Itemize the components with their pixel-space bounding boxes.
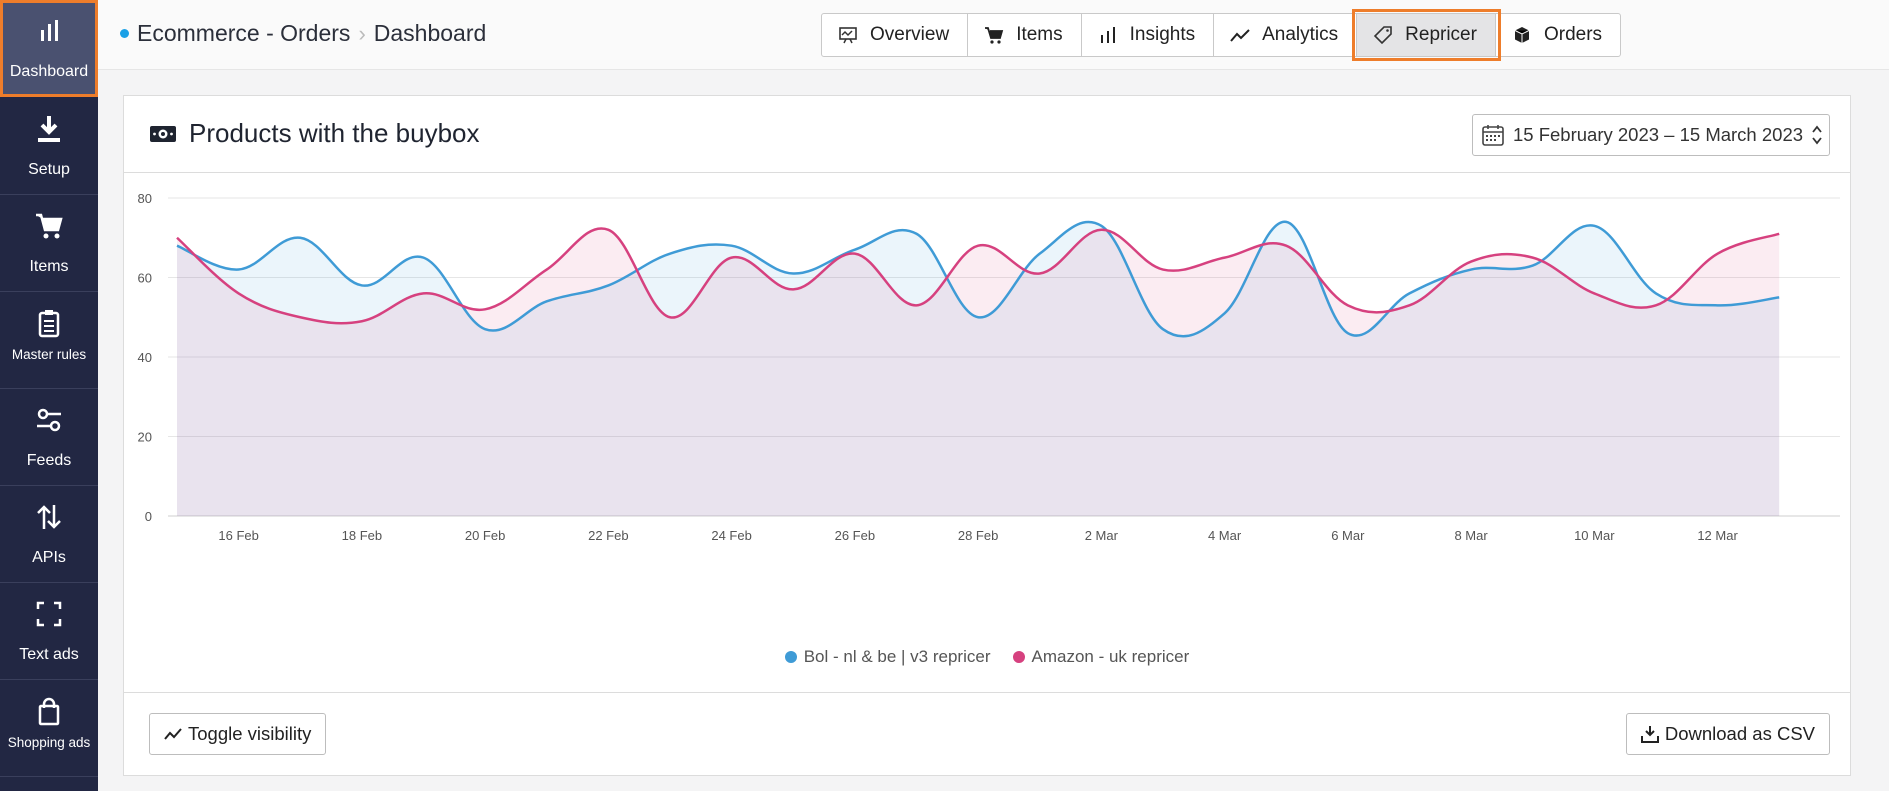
money-icon xyxy=(150,125,176,142)
sidebar-item-label: Dashboard xyxy=(9,63,89,80)
download-csv-button[interactable]: Download as CSV xyxy=(1625,713,1830,755)
card-title-text: Products with the buybox xyxy=(189,118,480,148)
sidebar-item-setup[interactable]: Setup xyxy=(0,98,98,195)
tab-label: Overview xyxy=(870,24,950,45)
tab-overview[interactable]: Overview xyxy=(822,14,969,56)
button-label: Toggle visibility xyxy=(188,723,312,744)
breadcrumb-page: Dashboard xyxy=(373,20,487,46)
sidebar-item-label: Feeds xyxy=(26,452,72,469)
sidebar-item-label: Setup xyxy=(28,161,70,178)
buybox-card: Products with the buybox 15 February 202… xyxy=(123,95,1851,776)
sidebar-item-items[interactable]: Items xyxy=(0,195,98,292)
tab-insights[interactable]: Insights xyxy=(1082,14,1215,56)
series-area xyxy=(177,221,1780,516)
x-tick-label: 12 Mar xyxy=(1697,528,1738,543)
y-tick-label: 20 xyxy=(138,430,152,445)
sidebar-item-apis[interactable]: APIs xyxy=(0,486,98,583)
trend-line-icon xyxy=(1230,29,1250,42)
cart-icon xyxy=(0,211,98,245)
status-dot xyxy=(120,29,129,38)
x-tick-label: 10 Mar xyxy=(1574,528,1615,543)
tab-label: Orders xyxy=(1543,24,1603,45)
series-line xyxy=(176,220,1780,338)
sidebar: Dashboard Setup Items Master rules Feeds… xyxy=(0,0,98,791)
card-title: Products with the buybox xyxy=(149,118,480,149)
clipboard-icon xyxy=(0,308,98,342)
tab-label: Insights xyxy=(1129,24,1196,45)
x-tick-label: 4 Mar xyxy=(1208,528,1242,543)
x-tick-label: 26 Feb xyxy=(835,528,875,543)
download-icon xyxy=(1640,726,1659,743)
shopping-bag-icon xyxy=(0,696,98,730)
y-tick-label: 60 xyxy=(138,271,152,286)
x-tick-label: 8 Mar xyxy=(1454,528,1488,543)
chart-legend: Bol - nl & be | v3 repricer Amazon - uk … xyxy=(124,647,1850,667)
legend-swatch xyxy=(784,651,797,663)
buybox-chart: 0 20 40 60 80 16 Feb 18 Feb 20 Feb 22 Feb 24 Feb 2… xyxy=(124,174,1850,702)
tab-label: Repricer xyxy=(1405,24,1477,45)
tab-repricer[interactable]: Repricer xyxy=(1352,9,1501,61)
y-tick-label: 80 xyxy=(138,191,152,206)
x-tick-label: 2 Mar xyxy=(1085,528,1119,543)
sliders-icon xyxy=(0,405,98,439)
tab-items[interactable]: Items xyxy=(968,14,1082,56)
x-tick-label: 6 Mar xyxy=(1331,528,1365,543)
x-tick-label: 16 Feb xyxy=(218,528,258,543)
y-tick-label: 0 xyxy=(145,509,152,524)
sidebar-item-label: Items xyxy=(29,258,69,275)
tab-label: Items xyxy=(1016,24,1063,45)
breadcrumb-project[interactable]: Ecommerce - Orders xyxy=(137,20,351,46)
y-tick-label: 40 xyxy=(138,350,152,365)
sidebar-item-label: Text ads xyxy=(19,646,79,663)
chevron-right-icon: › xyxy=(358,20,366,46)
sidebar-item-shopping-ads[interactable]: Shopping ads xyxy=(0,680,98,777)
legend-item-amazon[interactable]: Amazon - uk repricer xyxy=(1012,647,1190,667)
calendar-icon xyxy=(1482,125,1504,146)
trend-line-icon xyxy=(164,728,182,740)
sidebar-item-feeds[interactable]: Feeds xyxy=(0,389,98,486)
x-tick-label: 22 Feb xyxy=(588,528,628,543)
download-icon xyxy=(0,114,98,148)
legend-item-bol[interactable]: Bol - nl & be | v3 repricer xyxy=(784,647,991,667)
tab-label: Analytics xyxy=(1262,24,1339,45)
bar-chart-icon xyxy=(0,16,98,50)
bar-chart-icon xyxy=(1100,27,1115,43)
sidebar-item-label: Shopping ads xyxy=(7,735,91,750)
date-range-value: 15 February 2023 – 15 March 2023 xyxy=(1513,124,1804,145)
x-tick-label: 28 Feb xyxy=(958,528,998,543)
card-header: Products with the buybox 15 February 202… xyxy=(124,96,1850,173)
up-down-arrows-icon xyxy=(0,502,98,536)
sidebar-item-label: APIs xyxy=(32,549,66,566)
card-footer: Toggle visibility Download as CSV xyxy=(124,692,1850,775)
button-label: Download as CSV xyxy=(1664,723,1815,744)
price-tag-icon xyxy=(1374,26,1392,45)
chevron-up-down-icon xyxy=(1812,125,1822,145)
sidebar-item-label: Master rules xyxy=(11,347,87,362)
breadcrumb: Ecommerce - Orders › Dashboard xyxy=(120,20,486,47)
series-line xyxy=(176,227,1780,325)
tab-orders[interactable]: Orders xyxy=(1496,14,1620,56)
sidebar-item-master-rules[interactable]: Master rules xyxy=(0,292,98,389)
x-tick-label: 24 Feb xyxy=(711,528,751,543)
series-area xyxy=(177,228,1780,516)
date-range-picker[interactable]: 15 February 2023 – 15 March 2023 xyxy=(1472,114,1830,156)
sidebar-item-dashboard[interactable]: Dashboard xyxy=(0,0,98,97)
top-bar: Ecommerce - Orders › Dashboard Overview … xyxy=(98,0,1889,70)
legend-label: Amazon - uk repricer xyxy=(1031,647,1190,666)
dashboard-tabs: Overview Items Insights Analytics Repric… xyxy=(821,9,1622,61)
legend-swatch xyxy=(1012,651,1025,663)
toggle-visibility-button[interactable]: Toggle visibility xyxy=(149,713,327,755)
tab-analytics[interactable]: Analytics xyxy=(1214,14,1358,56)
focus-frame-icon xyxy=(0,599,98,633)
chart-svg: 0 20 40 60 80 16 Feb 18 Feb 20 Feb 22 Feb 24 Feb 2… xyxy=(138,191,1840,543)
cart-icon xyxy=(985,27,1004,44)
presentation-icon xyxy=(839,27,857,44)
legend-label: Bol - nl & be | v3 repricer xyxy=(803,647,991,666)
sidebar-item-text-ads[interactable]: Text ads xyxy=(0,583,98,680)
box-icon xyxy=(1514,27,1530,43)
x-tick-label: 20 Feb xyxy=(465,528,505,543)
x-tick-label: 18 Feb xyxy=(342,528,382,543)
